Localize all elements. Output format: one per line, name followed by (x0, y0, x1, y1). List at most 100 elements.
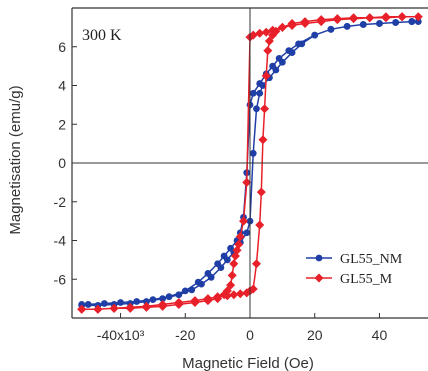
data-point (359, 21, 367, 28)
data-point (133, 298, 141, 305)
legend: GL55_NM GL55_M (306, 252, 403, 287)
y-tick-label: 6 (58, 39, 66, 55)
x-tick-label: -40x10³ (97, 327, 145, 343)
y-tick-label: -6 (54, 271, 67, 287)
data-point (269, 62, 277, 70)
y-tick-label: 0 (58, 155, 66, 171)
x-axis-label: Magnetic Field (Oe) (182, 355, 314, 371)
data-point (165, 293, 173, 301)
data-point (397, 12, 407, 22)
legend-entry: GL55_NM (306, 252, 403, 267)
data-point (235, 289, 245, 299)
data-point (203, 296, 213, 306)
data-point (255, 28, 265, 38)
temperature-annotation: 300 K (82, 27, 122, 44)
y-tick-label: -4 (54, 233, 67, 249)
data-point (175, 291, 183, 299)
data-point (349, 14, 359, 24)
data-point (235, 232, 245, 242)
data-point (275, 54, 283, 62)
legend-label: GL55_M (340, 272, 393, 287)
data-point (392, 19, 400, 26)
data-point (194, 278, 202, 286)
data-point (227, 244, 234, 252)
data-point (256, 187, 266, 197)
x-tick-label: 0 (246, 327, 254, 343)
x-tick-label: 40 (372, 327, 388, 343)
data-point (376, 20, 383, 27)
data-point (219, 290, 229, 300)
data-point (253, 105, 260, 113)
data-point (229, 290, 239, 300)
data-point (77, 304, 87, 314)
data-point (287, 20, 297, 30)
data-point (117, 299, 124, 306)
y-tick-label: -2 (54, 194, 67, 210)
data-point (109, 303, 119, 313)
data-point (268, 25, 278, 35)
y-tick-label: 4 (58, 78, 66, 94)
data-point (263, 46, 273, 56)
legend-entry: GL55_M (306, 272, 393, 287)
data-point (220, 252, 228, 260)
data-point (84, 301, 92, 308)
data-point (100, 300, 108, 307)
data-point (141, 302, 151, 312)
data-point (243, 229, 251, 237)
series-GL55_M (77, 12, 423, 314)
data-point (256, 80, 264, 87)
data-point (204, 270, 212, 277)
x-tick-label: 20 (307, 327, 323, 343)
y-axis-label: Magnetisation (emu/g) (7, 85, 24, 234)
data-point (249, 89, 257, 97)
y-tick-label: 2 (58, 116, 66, 132)
data-point (311, 31, 319, 39)
data-point (327, 25, 335, 33)
data-point (261, 27, 271, 37)
data-point (143, 298, 150, 305)
data-point (261, 71, 271, 81)
data-point (227, 270, 237, 280)
data-point (332, 15, 342, 25)
data-point (78, 301, 86, 308)
data-point (149, 296, 157, 303)
data-point (229, 259, 239, 269)
data-point (264, 36, 274, 46)
data-point (414, 18, 422, 25)
data-point (365, 13, 375, 23)
data-point (260, 104, 270, 114)
series-curves (77, 12, 423, 314)
data-point (277, 22, 287, 32)
legend-marker (314, 273, 324, 283)
data-point (251, 259, 261, 269)
legend-marker (315, 254, 323, 262)
data-point (381, 13, 391, 23)
data-point (285, 47, 293, 55)
data-point (158, 301, 168, 311)
data-point (213, 294, 223, 304)
data-point (295, 40, 302, 48)
data-point (174, 299, 184, 309)
data-point (242, 177, 252, 187)
data-point (239, 216, 249, 226)
data-point (258, 135, 268, 145)
data-point (316, 17, 326, 27)
data-point (408, 18, 416, 25)
data-point (249, 149, 257, 157)
data-point (181, 287, 189, 295)
data-point (256, 89, 264, 97)
data-point (300, 19, 310, 28)
data-point (413, 12, 423, 22)
x-tick-label: -20 (175, 327, 195, 343)
data-point (255, 220, 265, 230)
data-point (248, 284, 258, 294)
data-point (226, 280, 236, 290)
data-point (190, 298, 200, 307)
legend-label: GL55_NM (340, 252, 403, 267)
data-point (159, 295, 167, 303)
data-point (93, 304, 103, 314)
data-point (188, 286, 196, 294)
data-point (343, 23, 351, 30)
